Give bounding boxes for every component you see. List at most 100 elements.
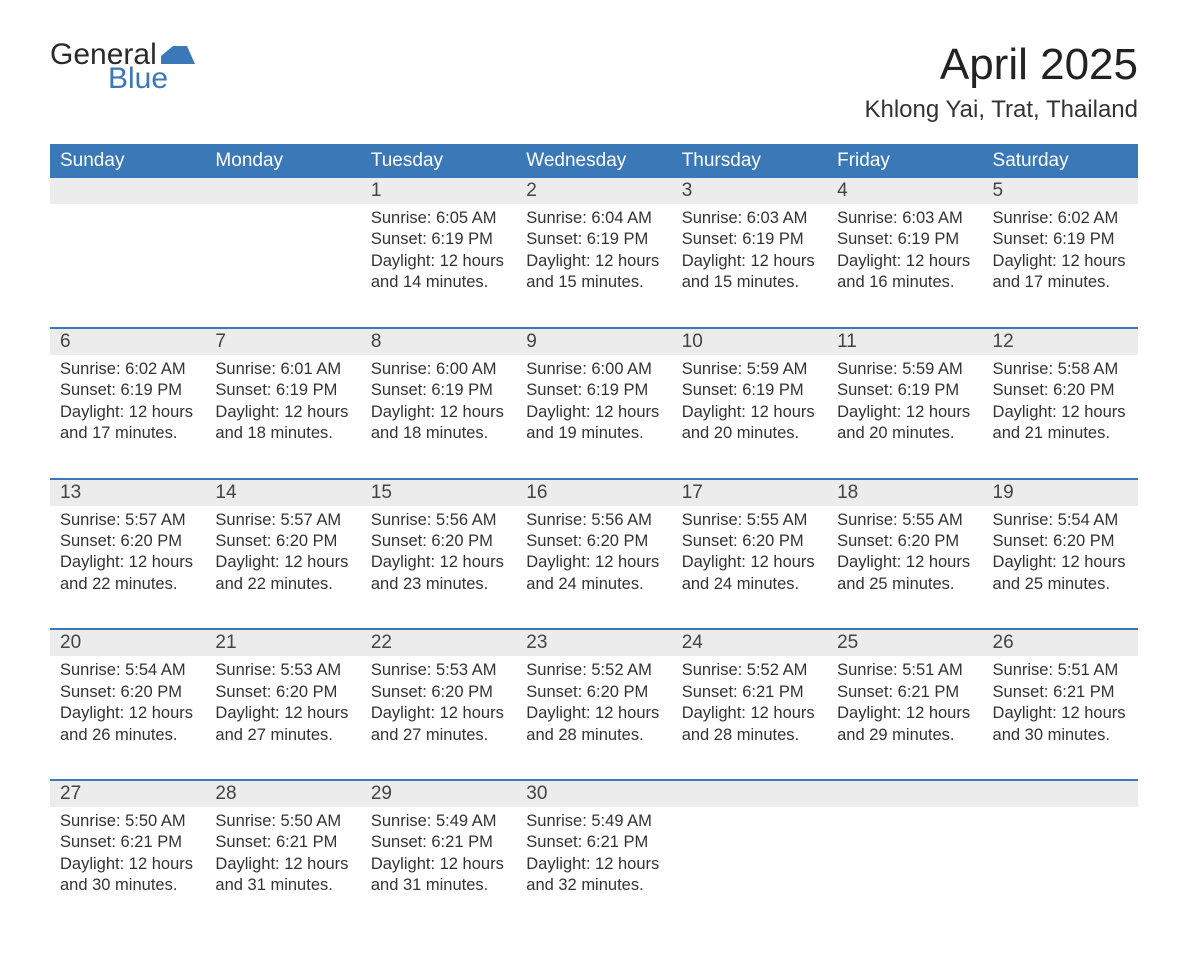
- daylight-line: Daylight: 12 hours and 31 minutes.: [215, 854, 350, 897]
- calendar-day-cell: 19Sunrise: 5:54 AMSunset: 6:20 PMDayligh…: [983, 479, 1138, 616]
- page-header: General Blue April 2025 Khlong Yai, Trat…: [50, 40, 1138, 124]
- day-number: 29: [361, 781, 516, 807]
- sunrise-line: Sunrise: 6:00 AM: [371, 359, 506, 380]
- sunrise-line: Sunrise: 6:00 AM: [526, 359, 661, 380]
- calendar-empty-cell: [672, 780, 827, 917]
- day-details: Sunrise: 5:58 AMSunset: 6:20 PMDaylight:…: [983, 355, 1138, 465]
- day-number: 17: [672, 480, 827, 506]
- sunrise-line: Sunrise: 5:55 AM: [682, 510, 817, 531]
- daylight-line: Daylight: 12 hours and 15 minutes.: [526, 251, 661, 294]
- day-details: Sunrise: 5:53 AMSunset: 6:20 PMDaylight:…: [205, 656, 360, 766]
- daylight-line: Daylight: 12 hours and 28 minutes.: [682, 703, 817, 746]
- calendar-week: 13Sunrise: 5:57 AMSunset: 6:20 PMDayligh…: [50, 479, 1138, 616]
- sunset-line: Sunset: 6:20 PM: [215, 682, 350, 703]
- daylight-line: Daylight: 12 hours and 30 minutes.: [993, 703, 1128, 746]
- day-details: Sunrise: 5:55 AMSunset: 6:20 PMDaylight:…: [672, 506, 827, 616]
- sunrise-line: Sunrise: 5:54 AM: [60, 660, 195, 681]
- week-spacer: [50, 766, 1138, 780]
- calendar-week: 27Sunrise: 5:50 AMSunset: 6:21 PMDayligh…: [50, 780, 1138, 917]
- brand-logo: General Blue: [50, 40, 195, 94]
- daylight-line: Daylight: 12 hours and 18 minutes.: [371, 402, 506, 445]
- location-subtitle: Khlong Yai, Trat, Thailand: [864, 96, 1138, 124]
- sunset-line: Sunset: 6:21 PM: [993, 682, 1128, 703]
- daylight-line: Daylight: 12 hours and 17 minutes.: [60, 402, 195, 445]
- daylight-line: Daylight: 12 hours and 25 minutes.: [993, 552, 1128, 595]
- calendar-day-cell: 28Sunrise: 5:50 AMSunset: 6:21 PMDayligh…: [205, 780, 360, 917]
- daylight-line: Daylight: 12 hours and 32 minutes.: [526, 854, 661, 897]
- calendar-day-cell: 13Sunrise: 5:57 AMSunset: 6:20 PMDayligh…: [50, 479, 205, 616]
- sunrise-line: Sunrise: 5:53 AM: [371, 660, 506, 681]
- sunrise-line: Sunrise: 5:56 AM: [371, 510, 506, 531]
- day-number: 9: [516, 329, 671, 355]
- calendar-table: Sunday Monday Tuesday Wednesday Thursday…: [50, 144, 1138, 917]
- week-spacer: [50, 615, 1138, 629]
- day-details: Sunrise: 5:55 AMSunset: 6:20 PMDaylight:…: [827, 506, 982, 616]
- day-number: 20: [50, 630, 205, 656]
- day-number: 19: [983, 480, 1138, 506]
- sunset-line: Sunset: 6:19 PM: [837, 380, 972, 401]
- calendar-day-cell: 27Sunrise: 5:50 AMSunset: 6:21 PMDayligh…: [50, 780, 205, 917]
- sunrise-line: Sunrise: 5:58 AM: [993, 359, 1128, 380]
- day-number: 25: [827, 630, 982, 656]
- calendar-day-cell: 4Sunrise: 6:03 AMSunset: 6:19 PMDaylight…: [827, 178, 982, 314]
- day-number: 16: [516, 480, 671, 506]
- daylight-line: Daylight: 12 hours and 14 minutes.: [371, 251, 506, 294]
- calendar-empty-cell: [983, 780, 1138, 917]
- calendar-day-cell: 11Sunrise: 5:59 AMSunset: 6:19 PMDayligh…: [827, 328, 982, 465]
- sunrise-line: Sunrise: 5:57 AM: [215, 510, 350, 531]
- day-details: Sunrise: 5:54 AMSunset: 6:20 PMDaylight:…: [50, 656, 205, 766]
- sunrise-line: Sunrise: 6:05 AM: [371, 208, 506, 229]
- daylight-line: Daylight: 12 hours and 24 minutes.: [526, 552, 661, 595]
- day-details: Sunrise: 6:02 AMSunset: 6:19 PMDaylight:…: [50, 355, 205, 465]
- daylight-line: Daylight: 12 hours and 21 minutes.: [993, 402, 1128, 445]
- day-number: 6: [50, 329, 205, 355]
- daylight-line: Daylight: 12 hours and 20 minutes.: [682, 402, 817, 445]
- col-header: Friday: [827, 144, 982, 178]
- calendar-empty-cell: [827, 780, 982, 917]
- day-number: 27: [50, 781, 205, 807]
- sunset-line: Sunset: 6:20 PM: [60, 531, 195, 552]
- day-details: [205, 204, 360, 304]
- day-number: [672, 781, 827, 807]
- day-details: Sunrise: 6:02 AMSunset: 6:19 PMDaylight:…: [983, 204, 1138, 314]
- calendar-day-cell: 26Sunrise: 5:51 AMSunset: 6:21 PMDayligh…: [983, 629, 1138, 766]
- day-number: 30: [516, 781, 671, 807]
- col-header: Sunday: [50, 144, 205, 178]
- sunset-line: Sunset: 6:20 PM: [682, 531, 817, 552]
- sunset-line: Sunset: 6:19 PM: [682, 229, 817, 250]
- day-details: Sunrise: 5:57 AMSunset: 6:20 PMDaylight:…: [205, 506, 360, 616]
- day-number: 1: [361, 178, 516, 204]
- sunset-line: Sunset: 6:20 PM: [993, 531, 1128, 552]
- sunset-line: Sunset: 6:20 PM: [837, 531, 972, 552]
- daylight-line: Daylight: 12 hours and 31 minutes.: [371, 854, 506, 897]
- daylight-line: Daylight: 12 hours and 20 minutes.: [837, 402, 972, 445]
- sunrise-line: Sunrise: 6:03 AM: [682, 208, 817, 229]
- calendar-day-cell: 14Sunrise: 5:57 AMSunset: 6:20 PMDayligh…: [205, 479, 360, 616]
- sunrise-line: Sunrise: 5:49 AM: [526, 811, 661, 832]
- daylight-line: Daylight: 12 hours and 17 minutes.: [993, 251, 1128, 294]
- day-details: Sunrise: 5:59 AMSunset: 6:19 PMDaylight:…: [827, 355, 982, 465]
- day-number: 3: [672, 178, 827, 204]
- daylight-line: Daylight: 12 hours and 26 minutes.: [60, 703, 195, 746]
- day-details: Sunrise: 6:05 AMSunset: 6:19 PMDaylight:…: [361, 204, 516, 314]
- day-details: Sunrise: 6:00 AMSunset: 6:19 PMDaylight:…: [516, 355, 671, 465]
- day-details: Sunrise: 6:01 AMSunset: 6:19 PMDaylight:…: [205, 355, 360, 465]
- sunrise-line: Sunrise: 5:59 AM: [837, 359, 972, 380]
- calendar-empty-cell: [205, 178, 360, 314]
- sunset-line: Sunset: 6:19 PM: [60, 380, 195, 401]
- day-details: [983, 807, 1138, 907]
- sunset-line: Sunset: 6:20 PM: [371, 531, 506, 552]
- sunset-line: Sunset: 6:21 PM: [371, 832, 506, 853]
- calendar-day-cell: 30Sunrise: 5:49 AMSunset: 6:21 PMDayligh…: [516, 780, 671, 917]
- daylight-line: Daylight: 12 hours and 29 minutes.: [837, 703, 972, 746]
- sunset-line: Sunset: 6:21 PM: [60, 832, 195, 853]
- col-header: Wednesday: [516, 144, 671, 178]
- daylight-line: Daylight: 12 hours and 27 minutes.: [215, 703, 350, 746]
- day-number: 7: [205, 329, 360, 355]
- day-number: 28: [205, 781, 360, 807]
- sunset-line: Sunset: 6:19 PM: [371, 229, 506, 250]
- day-details: Sunrise: 5:49 AMSunset: 6:21 PMDaylight:…: [516, 807, 671, 917]
- day-details: Sunrise: 5:59 AMSunset: 6:19 PMDaylight:…: [672, 355, 827, 465]
- calendar-day-cell: 15Sunrise: 5:56 AMSunset: 6:20 PMDayligh…: [361, 479, 516, 616]
- sunrise-line: Sunrise: 6:03 AM: [837, 208, 972, 229]
